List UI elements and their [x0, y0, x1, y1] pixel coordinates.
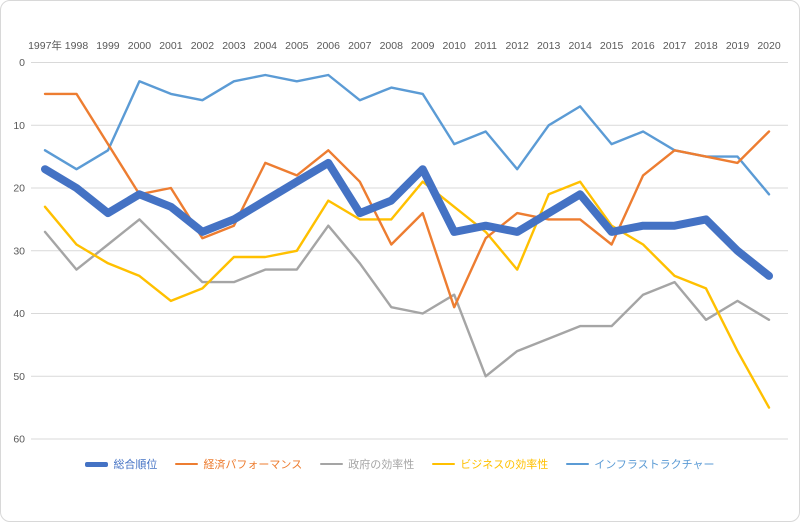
y-axis-tick-label: 30: [13, 245, 25, 257]
y-axis-tick-label: 20: [13, 183, 25, 195]
x-axis-labels: 1997年 1998 1999 2000 2001 2002 2003 2004 2005 200…: [28, 39, 781, 52]
legend-item-3: ビジネスの効率性: [432, 456, 548, 472]
x-axis-tick-label: 1998: [65, 40, 89, 52]
y-axis-tick-label: 50: [13, 371, 25, 383]
y-axis-tick-label: 40: [13, 308, 25, 320]
x-axis-tick-label: 2001: [159, 40, 183, 52]
legend-label: 経済パフォーマンス: [203, 459, 303, 471]
series-line-2: [43, 218, 771, 378]
gridlines: [31, 62, 788, 440]
series-line-0: [41, 158, 773, 280]
legend-line-swatch: [175, 462, 199, 466]
legend-label: 政府の効率性: [348, 459, 415, 471]
x-axis-tick-label: 2018: [694, 40, 718, 52]
y-axis-tick-label: 0: [19, 57, 25, 69]
x-axis-tick-label: 2008: [380, 40, 404, 52]
y-axis-tick-label: 10: [13, 120, 25, 132]
x-axis-tick-label: 2004: [254, 40, 278, 52]
x-axis-tick-label: 2019: [726, 40, 750, 52]
series-line-1: [43, 92, 771, 309]
x-axis-tick-label: 2000: [128, 40, 152, 52]
legend-label: 総合順位: [113, 459, 158, 471]
x-axis-tick-label: 2006: [317, 40, 341, 52]
x-axis-tick-label: 2017: [663, 40, 687, 52]
legend-item-2: 政府の効率性: [320, 456, 414, 472]
x-axis-tick-label: 2005: [285, 40, 309, 52]
legend-line-swatch: [85, 461, 109, 467]
x-axis-tick-label: 2010: [443, 40, 467, 52]
series-line-3: [43, 180, 771, 409]
legend-label: インフラストラクチャー: [594, 459, 715, 471]
y-axis-tick-label: 60: [13, 434, 25, 446]
x-axis-tick-label: 2011: [474, 40, 497, 52]
legend-label: ビジネスの効率性: [460, 459, 549, 471]
x-axis-tick-label: 2014: [568, 40, 592, 52]
legend-item-4: インフラストラクチャー: [566, 456, 715, 472]
legend-line-swatch: [432, 462, 456, 466]
y-axis-labels: 0 10 20 30 40 50 60: [13, 57, 25, 446]
x-axis-tick-label: 2015: [600, 40, 624, 52]
x-axis-tick-label: 2013: [537, 40, 561, 52]
x-axis-tick-label: 2007: [348, 40, 372, 52]
x-axis-tick-label: 2003: [222, 40, 246, 52]
x-axis-tick-label: 1997年: [28, 39, 62, 52]
legend-line-swatch: [566, 462, 590, 466]
legend-line-swatch: [320, 462, 344, 466]
x-axis-tick-label: 2009: [411, 40, 435, 52]
x-axis-tick-label: 2002: [191, 40, 215, 52]
chart-legend: 総合順位 経済パフォーマンス 政府の効率性 ビジネスの効率性 インフラストラクチャー: [1, 453, 799, 475]
legend-item-0: 総合順位: [85, 456, 157, 472]
x-axis-tick-label: 2012: [505, 40, 529, 52]
series-line-4: [43, 73, 771, 196]
x-axis-tick-label: 2020: [757, 40, 781, 52]
x-axis-tick-label: 1999: [96, 40, 120, 52]
x-axis-tick-label: 2016: [631, 40, 655, 52]
legend-item-1: 経済パフォーマンス: [175, 456, 302, 472]
